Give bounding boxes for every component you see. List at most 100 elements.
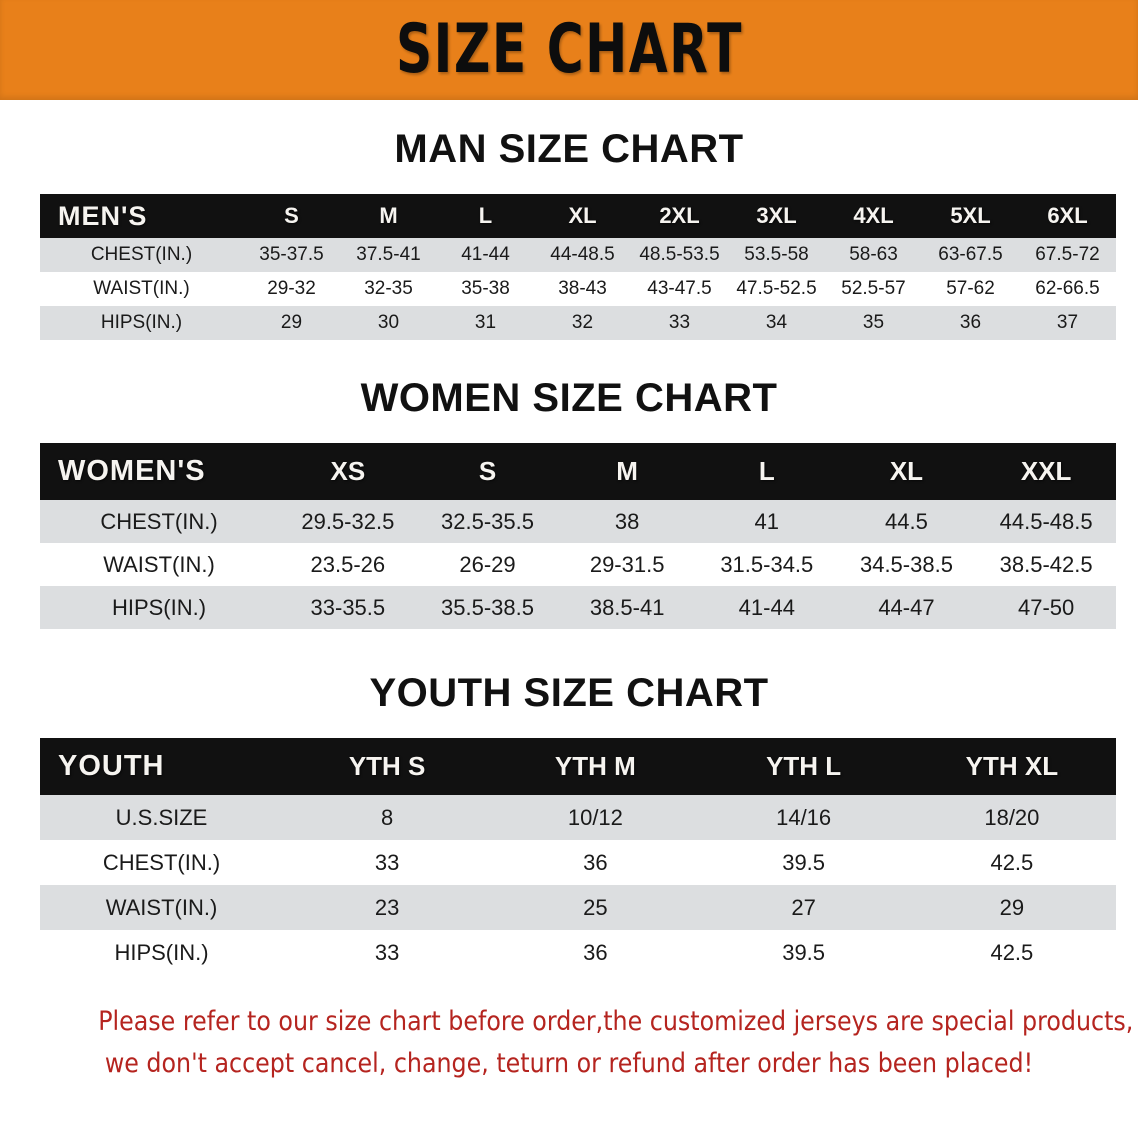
man-cell-r3-c1: 29: [280, 312, 303, 333]
women-table-wrap: WOMEN'S XS S M L XL XXL CHEST(IN.) 29.5-32.5 32…: [40, 443, 1116, 629]
order-policy-note-line-2: we don't accept cancel, change, teturn o…: [104, 1047, 1034, 1079]
youth-cell-r1-c4: 18/20: [984, 804, 1040, 830]
women-size-header-2: S: [478, 456, 497, 486]
youth-cell-r2-c2: 36: [583, 849, 608, 875]
women-table-head: WOMEN'S XS S M L XL XXL: [40, 443, 1116, 500]
man-size-header-3: L: [478, 203, 493, 228]
man-cell-r2-c3: 35-38: [461, 278, 510, 299]
man-cell-r2-c2: 32-35: [364, 278, 413, 299]
man-section-title: MAN SIZE CHART: [394, 127, 744, 171]
man-size-table: MEN'S S M L XL 2XL 3XL 4XL 5XL 6XL CHEST(IN.) 35-…: [40, 194, 1116, 340]
women-cell-r3-c1: 33-35.5: [310, 594, 386, 620]
table-row: WAIST(IN.) 29-32 32-35 35-38 38-43 43-47.5 47.…: [40, 272, 1116, 306]
youth-cell-r1-c2: 10/12: [567, 804, 623, 830]
youth-table-wrap: YOUTH YTH S YTH M YTH L YTH XL U.S.SIZE 8 10/…: [40, 738, 1116, 975]
man-cell-r1-c9: 67.5-72: [1035, 244, 1100, 265]
youth-row-label-4: HIPS(IN.): [114, 939, 209, 965]
youth-size-header-2: YTH M: [554, 751, 636, 781]
man-cell-r2-c8: 57-62: [946, 278, 995, 299]
man-cell-r3-c7: 35: [862, 312, 885, 333]
man-cell-r2-c4: 38-43: [558, 278, 607, 299]
women-header-row: WOMEN'S XS S M L XL XXL: [40, 443, 1116, 500]
women-cell-r2-c5: 34.5-38.5: [859, 551, 953, 577]
man-size-header-9: 6XL: [1047, 203, 1088, 228]
youth-size-header-3: YTH L: [766, 751, 842, 781]
man-row-label-2: WAIST(IN.): [93, 278, 190, 299]
youth-table-body: U.S.SIZE 8 10/12 14/16 18/20 CHEST(IN.) 33 36 39…: [40, 795, 1116, 975]
order-policy-note-line-1: Please refer to our size chart before or…: [98, 1006, 1134, 1037]
youth-cell-r2-c4: 42.5: [990, 849, 1034, 875]
women-row-label-3: HIPS(IN.): [111, 594, 207, 620]
banner-title: SIZE CHART: [395, 10, 743, 89]
women-size-header-6: XXL: [1020, 456, 1072, 486]
youth-row-label-2: CHEST(IN.): [102, 849, 221, 875]
women-cell-r1-c2: 32.5-35.5: [441, 508, 534, 534]
table-row: WAIST(IN.) 23.5-26 26-29 29-31.5 31.5-34.5 34…: [40, 543, 1116, 586]
youth-section-title: YOUTH SIZE CHART: [369, 671, 769, 715]
women-corner-label: WOMEN'S: [58, 455, 206, 487]
man-cell-r3-c3: 31: [474, 312, 497, 333]
youth-cell-r1-c3: 14/16: [776, 804, 832, 830]
table-row: CHEST(IN.) 33 36 39.5 42.5: [40, 840, 1116, 885]
man-cell-r1-c5: 48.5-53.5: [639, 244, 720, 265]
table-row: HIPS(IN.) 33 36 39.5 42.5: [40, 930, 1116, 975]
youth-cell-r3-c4: 29: [999, 894, 1025, 920]
women-cell-r2-c4: 31.5-34.5: [720, 551, 814, 577]
women-size-table: WOMEN'S XS S M L XL XXL CHEST(IN.) 29.5-32.5 32…: [40, 443, 1116, 629]
man-size-header-7: 4XL: [853, 203, 894, 228]
women-size-header-4: L: [758, 456, 775, 486]
man-cell-r3-c4: 32: [571, 312, 594, 333]
women-section-title: WOMEN SIZE CHART: [360, 376, 778, 420]
man-corner-label: MEN'S: [58, 200, 148, 231]
man-cell-r1-c3: 41-44: [461, 244, 510, 265]
man-size-header-4: XL: [568, 203, 597, 228]
youth-cell-r2-c3: 39.5: [782, 849, 826, 875]
table-row: CHEST(IN.) 29.5-32.5 32.5-35.5 38 41 44.5 44.5…: [40, 500, 1116, 543]
women-cell-r1-c1: 29.5-32.5: [301, 508, 395, 534]
women-cell-r3-c6: 47-50: [1017, 594, 1075, 620]
women-cell-r2-c6: 38.5-42.5: [999, 551, 1093, 577]
man-cell-r1-c8: 63-67.5: [938, 244, 1003, 265]
man-cell-r2-c6: 47.5-52.5: [736, 278, 817, 299]
youth-cell-r4-c4: 42.5: [990, 939, 1034, 965]
man-table-wrap: MEN'S S M L XL 2XL 3XL 4XL 5XL 6XL CHEST(IN.) 35-…: [40, 194, 1116, 340]
youth-size-header-1: YTH S: [348, 751, 426, 781]
man-table-body: CHEST(IN.) 35-37.5 37.5-41 41-44 44-48.5 48.5…: [40, 238, 1116, 340]
man-table-head: MEN'S S M L XL 2XL 3XL 4XL 5XL 6XL: [40, 194, 1116, 238]
women-cell-r1-c4: 41: [754, 508, 780, 534]
youth-size-header-4: YTH XL: [965, 751, 1059, 781]
man-size-header-5: 2XL: [659, 203, 700, 228]
man-cell-r2-c5: 43-47.5: [647, 278, 712, 299]
women-size-header-1: XS: [330, 456, 366, 486]
page-banner: SIZE CHART: [0, 0, 1138, 100]
women-row-label-2: WAIST(IN.): [103, 551, 215, 577]
women-size-header-3: M: [616, 456, 638, 486]
table-row: CHEST(IN.) 35-37.5 37.5-41 41-44 44-48.5 48.5…: [40, 238, 1116, 272]
table-row: U.S.SIZE 8 10/12 14/16 18/20: [40, 795, 1116, 840]
youth-row-label-3: WAIST(IN.): [105, 894, 218, 920]
women-cell-r3-c2: 35.5-38.5: [441, 594, 534, 620]
man-cell-r1-c6: 53.5-58: [744, 244, 809, 265]
man-size-header-8: 5XL: [950, 203, 991, 228]
table-row: WAIST(IN.) 23 25 27 29: [40, 885, 1116, 930]
man-row-label-1: CHEST(IN.): [90, 244, 193, 265]
man-size-header-2: M: [379, 203, 398, 228]
man-cell-r2-c1: 29-32: [267, 278, 316, 299]
man-header-row: MEN'S S M L XL 2XL 3XL 4XL 5XL 6XL: [40, 194, 1116, 238]
women-row-label-1: CHEST(IN.): [100, 508, 218, 534]
women-cell-r2-c3: 29-31.5: [589, 551, 665, 577]
youth-cell-r3-c2: 25: [583, 894, 608, 920]
women-cell-r2-c1: 23.5-26: [310, 551, 386, 577]
youth-cell-r3-c1: 23: [374, 894, 400, 920]
man-cell-r2-c7: 52.5-57: [841, 278, 906, 299]
women-cell-r1-c6: 44.5-48.5: [999, 508, 1093, 534]
man-cell-r1-c2: 37.5-41: [356, 244, 421, 265]
youth-cell-r4-c3: 39.5: [782, 939, 826, 965]
women-size-header-5: XL: [889, 456, 924, 486]
youth-row-label-1: U.S.SIZE: [115, 804, 208, 830]
man-cell-r3-c5: 33: [668, 312, 691, 333]
women-cell-r1-c3: 38: [614, 508, 640, 534]
table-row: HIPS(IN.) 33-35.5 35.5-38.5 38.5-41 41-44 44-…: [40, 586, 1116, 629]
women-cell-r3-c5: 44-47: [878, 594, 935, 620]
